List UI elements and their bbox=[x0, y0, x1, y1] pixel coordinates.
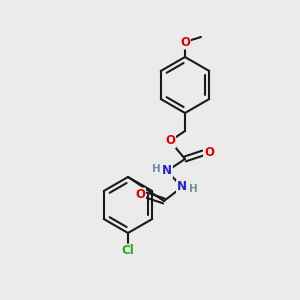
Text: O: O bbox=[180, 35, 190, 49]
Text: Cl: Cl bbox=[122, 244, 134, 257]
Text: H: H bbox=[189, 184, 197, 194]
Text: H: H bbox=[152, 164, 160, 174]
Text: O: O bbox=[165, 134, 175, 148]
Text: O: O bbox=[204, 146, 214, 160]
Text: O: O bbox=[135, 188, 145, 202]
Text: N: N bbox=[177, 181, 187, 194]
Text: N: N bbox=[162, 164, 172, 178]
